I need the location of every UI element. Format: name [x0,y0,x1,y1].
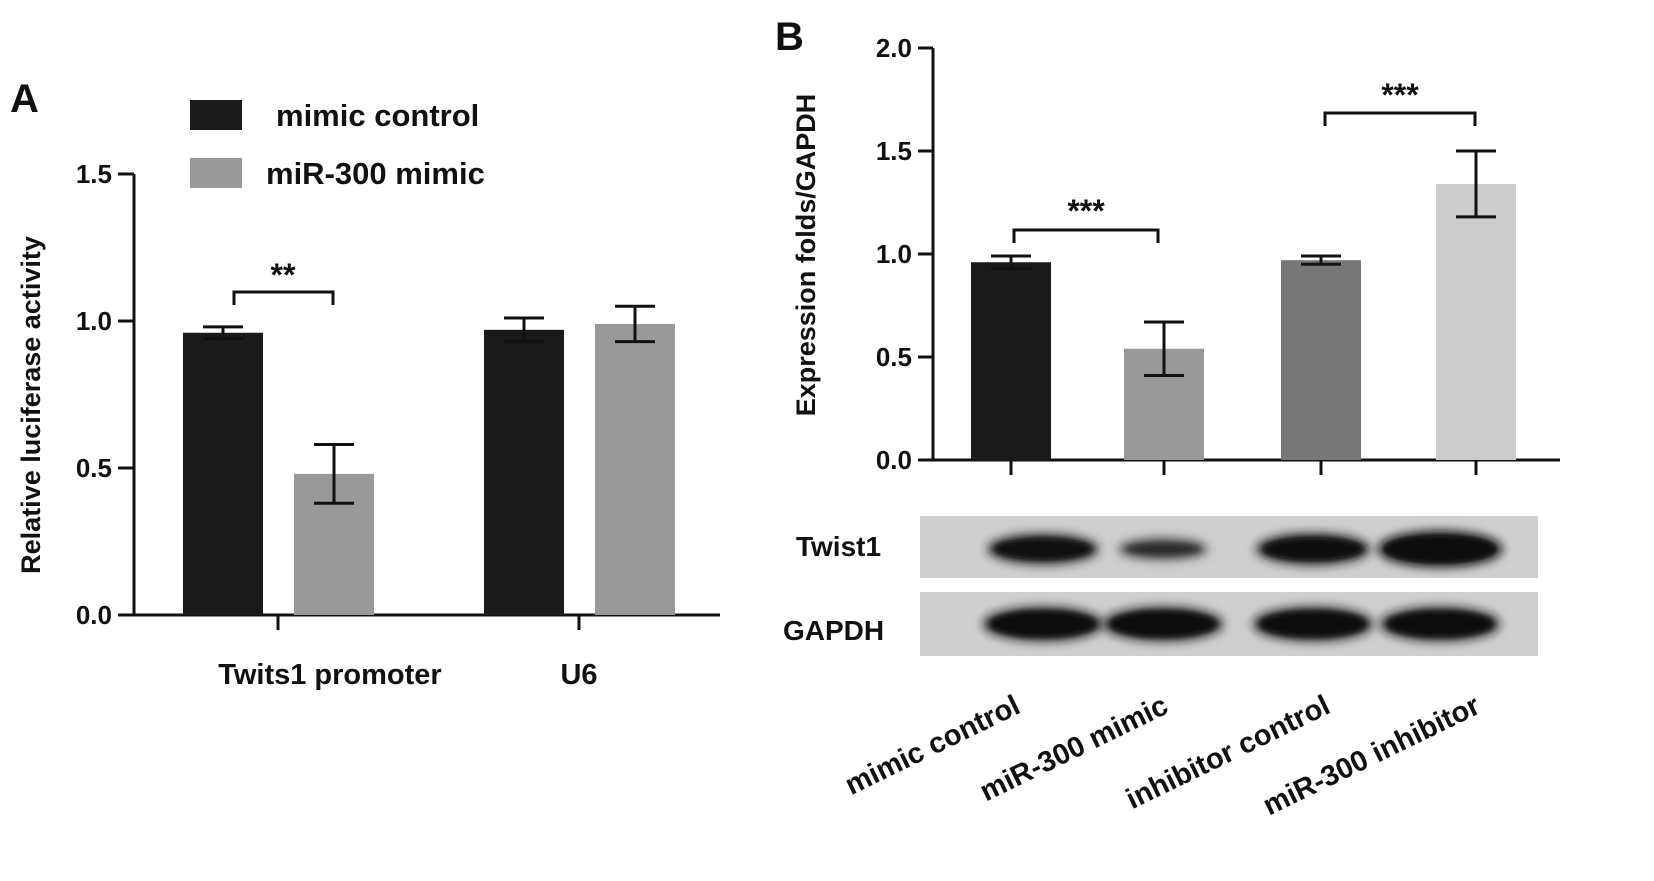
blot-band-core [1126,543,1200,555]
panel-a-bar [484,329,564,615]
panel-b-sig-bracket-inhibitor [1323,111,1477,126]
panel-letter-a: A [10,77,39,121]
blot-band-core [995,538,1091,560]
legend-swatch-mimic-control [190,100,242,130]
panel-b-y-tick-label: 0.0 [876,445,912,475]
panel-a-y-axis-title: Relative luciferase activity [16,236,46,574]
legend-label-mimic-control: mimic control [276,98,479,133]
legend-label-mir300-mimic: miR-300 mimic [266,156,485,191]
blot-band-core [1264,538,1362,560]
panel-b-error-bar [1301,254,1341,266]
panel-b-bar [971,262,1051,460]
panel-b-y-tick-label: 1.0 [876,239,912,269]
panel-a: A Relative luciferase activity mimic con… [10,77,720,691]
panel-a-significance: ** [232,257,335,305]
panel-a-bar [595,323,675,615]
panel-b-y-tick-label: 0.5 [876,342,912,372]
panel-b-bars [971,183,1516,460]
panel-b-sig-label-inhibitor: *** [1381,77,1419,113]
panel-a-error-bars [203,304,655,505]
panel-a-bar [183,332,263,615]
panel-a-bars [183,323,675,615]
panel-b-significance: *** *** [1012,77,1477,243]
panel-a-legend: mimic control miR-300 mimic [190,98,485,191]
panel-b-bar [1436,183,1516,460]
panel-a-error-bar [314,442,354,505]
western-blot: Twist1 GAPDH [783,516,1538,656]
panel-a-sig-bracket [232,290,335,305]
blot-band-core [1261,612,1365,636]
panel-a-sig-label: ** [271,257,296,293]
panel-a-category-twits1-promoter: Twits1 promoter [218,659,441,691]
panel-b-y-axis-title: Expression folds/GAPDH [791,94,821,417]
blot-band-core [1388,612,1492,636]
panel-a-x-axis: Twits1 promoter U6 [134,613,720,691]
blot-band-core [1385,536,1495,562]
panel-a-category-u6: U6 [560,659,597,691]
blot-label-twist1: Twist1 [796,531,881,562]
legend-swatch-mir300-mimic [190,158,242,188]
panel-b-error-bar [1144,320,1184,378]
blot-label-gapdh: GAPDH [783,615,884,646]
panel-a-y-tick-label: 1.5 [76,159,112,189]
panel-b-error-bar [1456,149,1496,219]
panel-b-y-tick-label: 1.5 [876,136,912,166]
panel-a-y-tick-label: 0.5 [76,453,112,483]
panel-letter-b: B [775,15,804,59]
panel-b-error-bars [991,149,1496,378]
panel-a-y-tick-label: 1.0 [76,306,112,336]
panel-b-bar [1281,260,1361,460]
panel-b-category-labels: mimic control miR-300 mimic inhibitor co… [840,690,1485,823]
panel-a-y-tick-label: 0.0 [76,600,112,630]
panel-a-error-bar [203,325,243,341]
panel-b: B Expression folds/GAPDH 0.0 0.5 1.0 1.5 2.0… [775,15,1560,822]
panel-b-y-axis: 0.0 0.5 1.0 1.5 2.0 [876,33,935,475]
panel-b-y-tick-label: 2.0 [876,33,912,63]
panel-a-y-axis: 0.0 0.5 1.0 1.5 [76,159,136,630]
panel-b-error-bar [991,254,1031,270]
panel-b-x-axis [933,458,1560,475]
blot-band-core [1111,612,1215,636]
panel-a-error-bar [504,316,544,344]
panel-a-error-bar [615,304,655,344]
blot-band-core [991,612,1095,636]
panel-b-sig-bracket-mimic [1012,228,1160,243]
panel-b-sig-label-mimic: *** [1067,193,1105,229]
